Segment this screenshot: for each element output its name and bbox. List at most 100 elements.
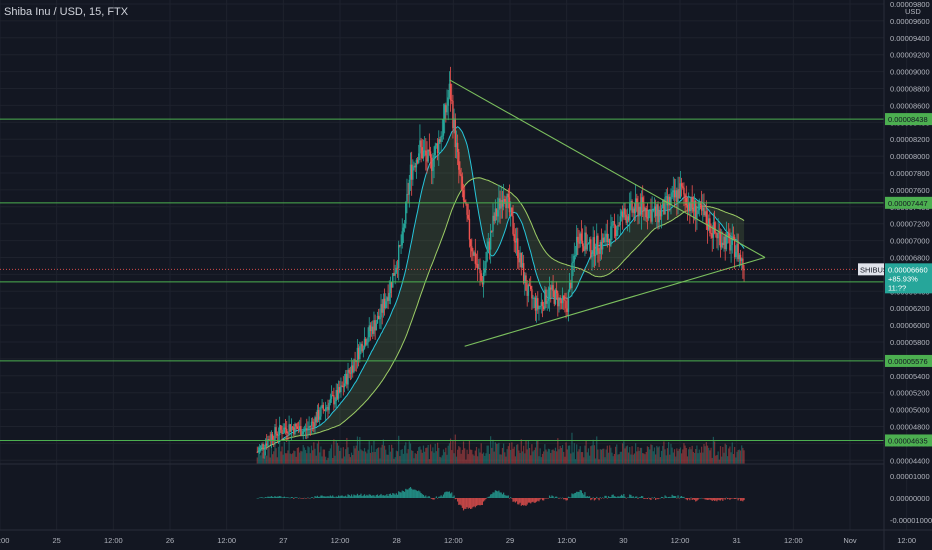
- volume-bar: [412, 451, 414, 464]
- osc-bar: [336, 496, 339, 498]
- time-tick-label: 12:00: [671, 536, 690, 545]
- osc-bar: [572, 494, 574, 498]
- candle-body: [662, 200, 664, 209]
- osc-bar: [729, 498, 731, 500]
- osc-bar: [453, 495, 455, 498]
- candle-body: [608, 238, 611, 246]
- candle-body: [375, 323, 378, 331]
- volume-bar: [523, 445, 525, 464]
- candle-body: [329, 398, 332, 403]
- candle-body: [376, 315, 379, 324]
- price-axis[interactable]: 0.00009800 0.00009600 0.00009400 0.00009200…: [890, 0, 930, 465]
- osc-bar: [739, 498, 742, 501]
- candle-body: [544, 289, 546, 310]
- osc-bar: [511, 498, 513, 499]
- volume-bar: [704, 446, 706, 464]
- candle-body: [565, 300, 567, 309]
- volume-bar: [283, 442, 285, 464]
- volume-bar: [682, 449, 684, 464]
- candle-body: [659, 210, 662, 217]
- candle-body: [270, 434, 273, 441]
- horizontal-levels[interactable]: [0, 118, 884, 441]
- osc-bar: [498, 490, 500, 498]
- time-axis[interactable]: 12:00 25 12:00 26 12:00 27 12:00 28 12:00 29 12:00…: [0, 536, 916, 545]
- triangle-pattern[interactable]: [449, 79, 766, 347]
- candle-body: [507, 193, 510, 198]
- osc-bar: [626, 497, 628, 498]
- osc-bar: [289, 497, 291, 499]
- volume-bar: [366, 453, 368, 464]
- osc-bar: [513, 498, 515, 502]
- volume-bar: [671, 447, 673, 464]
- candle-body: [313, 422, 315, 428]
- osc-bar: [281, 497, 283, 498]
- volume-bar: [732, 454, 735, 464]
- candle-body: [546, 300, 548, 304]
- candle-body: [306, 428, 308, 431]
- osc-bar: [637, 498, 639, 499]
- osc-bar: [543, 498, 545, 501]
- volume-bar: [537, 440, 539, 464]
- osc-bar: [376, 494, 379, 498]
- triangle-lower-line: [464, 256, 766, 347]
- volume-bar: [631, 446, 633, 464]
- candle-body: [626, 216, 629, 223]
- osc-bar: [392, 493, 394, 498]
- osc-bar: [374, 496, 376, 498]
- osc-bar: [297, 498, 300, 499]
- volume-bar: [498, 442, 500, 464]
- candle-body: [672, 190, 675, 193]
- osc-bar: [709, 498, 711, 500]
- volume-bar: [452, 440, 454, 464]
- volume-bar: [690, 449, 692, 464]
- candle-body: [696, 213, 698, 219]
- candle-body: [303, 429, 306, 431]
- volume-bar: [691, 445, 693, 464]
- volume-bar: [368, 441, 370, 464]
- osc-bar: [321, 495, 323, 498]
- candle-body: [550, 287, 552, 290]
- volume-bar: [492, 439, 494, 464]
- osc-bar: [665, 496, 667, 498]
- candle-body: [554, 289, 557, 304]
- osc-bar: [425, 495, 427, 498]
- candle-body: [492, 215, 494, 232]
- osc-bar: [710, 498, 712, 501]
- volume-bar: [670, 443, 672, 464]
- volume-bar: [468, 440, 471, 464]
- osc-bar: [348, 494, 350, 498]
- volume-bar: [341, 458, 343, 464]
- osc-bar: [288, 497, 290, 499]
- candle-body: [400, 245, 402, 247]
- osc-bar: [723, 498, 725, 499]
- volume-bar: [579, 446, 581, 464]
- volume-bar: [519, 453, 521, 464]
- volume-bar: [724, 443, 726, 464]
- oscillator-axis[interactable]: 0.00001000 0.00000000 -0.00001000: [890, 472, 932, 525]
- volume-bar: [630, 454, 632, 464]
- osc-bar: [604, 495, 606, 498]
- volume-bar: [552, 449, 554, 464]
- osc-bar: [671, 494, 673, 498]
- candle-body: [532, 297, 534, 299]
- volume-bar: [309, 453, 311, 464]
- volume-bar: [321, 456, 323, 464]
- osc-bar: [467, 498, 469, 509]
- osc-bar: [712, 498, 715, 501]
- osc-bar: [651, 497, 653, 498]
- osc-bar: [586, 496, 588, 498]
- volume-bar: [580, 452, 582, 464]
- volume-bar: [367, 449, 369, 464]
- osc-bar: [482, 498, 485, 502]
- candle-body: [350, 365, 353, 374]
- volume-bar: [360, 449, 362, 464]
- osc-bar: [446, 491, 448, 498]
- candle-body: [481, 280, 484, 285]
- osc-bar: [539, 498, 541, 500]
- osc-bar: [704, 498, 706, 500]
- osc-bar: [703, 498, 705, 499]
- candle-body: [368, 325, 370, 338]
- osc-bar: [314, 496, 316, 498]
